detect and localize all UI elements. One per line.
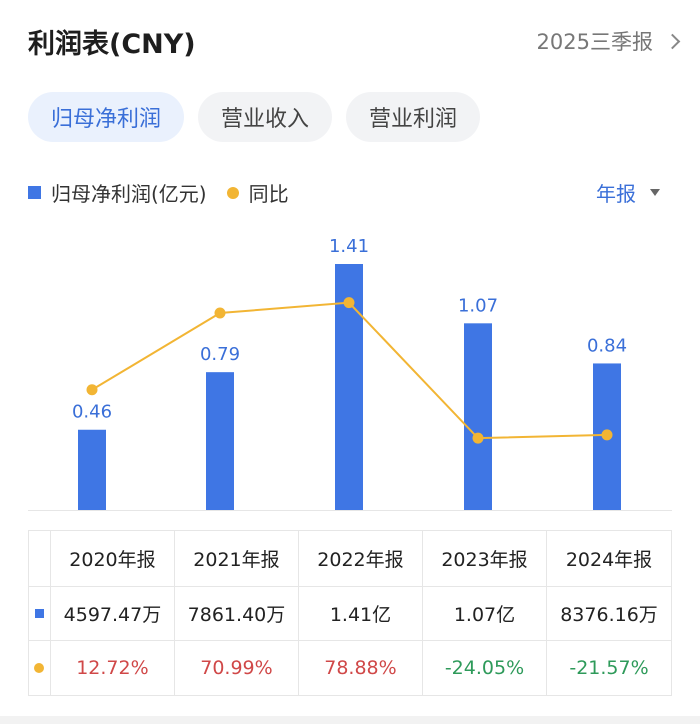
yoy-point-2022年报[interactable]: [343, 297, 355, 309]
table-row-profit: 4597.47万 7861.40万 1.41亿 1.07亿 8376.16万: [29, 587, 671, 641]
bar-legend-swatch: [28, 186, 41, 199]
line-legend-label: 同比: [248, 182, 289, 206]
tab-revenue[interactable]: 营业收入: [198, 92, 333, 142]
bottom-divider: [0, 716, 700, 724]
report-period-link[interactable]: 2025三季报: [536, 26, 681, 56]
profit-chart: 0.46 0.79 1.41 1.07 0.84: [28, 236, 672, 511]
chart-legend: 归母净利润(亿元) 同比: [28, 178, 289, 207]
yoy-cell: 78.88%: [299, 641, 423, 695]
bar-marker-icon: [34, 609, 44, 618]
yoy-point-2021年报[interactable]: [214, 307, 226, 319]
yoy-cell: 12.72%: [51, 641, 175, 695]
table-corner: [29, 531, 51, 586]
yoy-cell: -21.57%: [569, 657, 649, 679]
bar-2020年报[interactable]: [78, 429, 106, 510]
bar-2021年报[interactable]: [206, 372, 234, 510]
profit-row-marker: [29, 587, 51, 640]
page-title: 利润表(CNY): [28, 29, 196, 60]
tab-net-profit[interactable]: 归母净利润: [28, 92, 185, 142]
table-header-cell: 2023年报: [423, 531, 547, 586]
yoy-point-2020年报[interactable]: [86, 384, 98, 396]
data-table: 2020年报 2021年报 2022年报 2023年报 2024年报 4597.…: [28, 530, 672, 696]
tab-operating-profit[interactable]: 营业利润: [346, 92, 481, 142]
metric-tabs: 归母净利润 营业收入 营业利润: [28, 92, 481, 142]
table-header-cell: 2022年报: [299, 531, 423, 586]
dot-marker-icon: [34, 663, 45, 673]
profit-cell: 8376.16万: [560, 604, 658, 626]
yoy-row-marker: [29, 641, 51, 695]
table-header-cell: 2024年报: [565, 549, 653, 571]
caret-down-icon: [650, 189, 660, 196]
report-period-label: 2025三季报: [536, 30, 653, 54]
bar-value-label: 0.46: [72, 402, 112, 423]
yoy-point-2023年报[interactable]: [472, 432, 484, 444]
bar-value-label: 1.07: [458, 295, 498, 316]
table-header-cell: 2020年报: [51, 531, 175, 586]
period-dropdown-label: 年报: [596, 182, 636, 206]
chevron-right-icon: [664, 33, 681, 49]
profit-cell: 1.41亿: [299, 587, 423, 640]
profit-cell: 7861.40万: [175, 587, 299, 640]
yoy-cell: 70.99%: [175, 641, 299, 695]
bar-value-label: 1.41: [329, 236, 369, 257]
line-legend-swatch: [226, 186, 239, 199]
bar-legend-label: 归母净利润(亿元): [51, 182, 207, 206]
bar-value-label: 0.84: [587, 335, 627, 356]
header: 利润表(CNY) 2025三季报: [28, 18, 681, 62]
yoy-cell: -24.05%: [423, 641, 547, 695]
profit-cell: 1.07亿: [423, 587, 547, 640]
yoy-point-2024年报[interactable]: [601, 429, 613, 441]
bar-value-label: 0.79: [200, 344, 240, 365]
bar-2023年报[interactable]: [464, 323, 492, 510]
period-dropdown[interactable]: 年报: [596, 178, 660, 207]
profit-cell: 4597.47万: [51, 587, 175, 640]
table-header-cell: 2021年报: [175, 531, 299, 586]
table-row-yoy: 12.72% 70.99% 78.88% -24.05% -21.57%: [29, 641, 671, 695]
table-header-row: 2020年报 2021年报 2022年报 2023年报 2024年报: [29, 531, 671, 587]
